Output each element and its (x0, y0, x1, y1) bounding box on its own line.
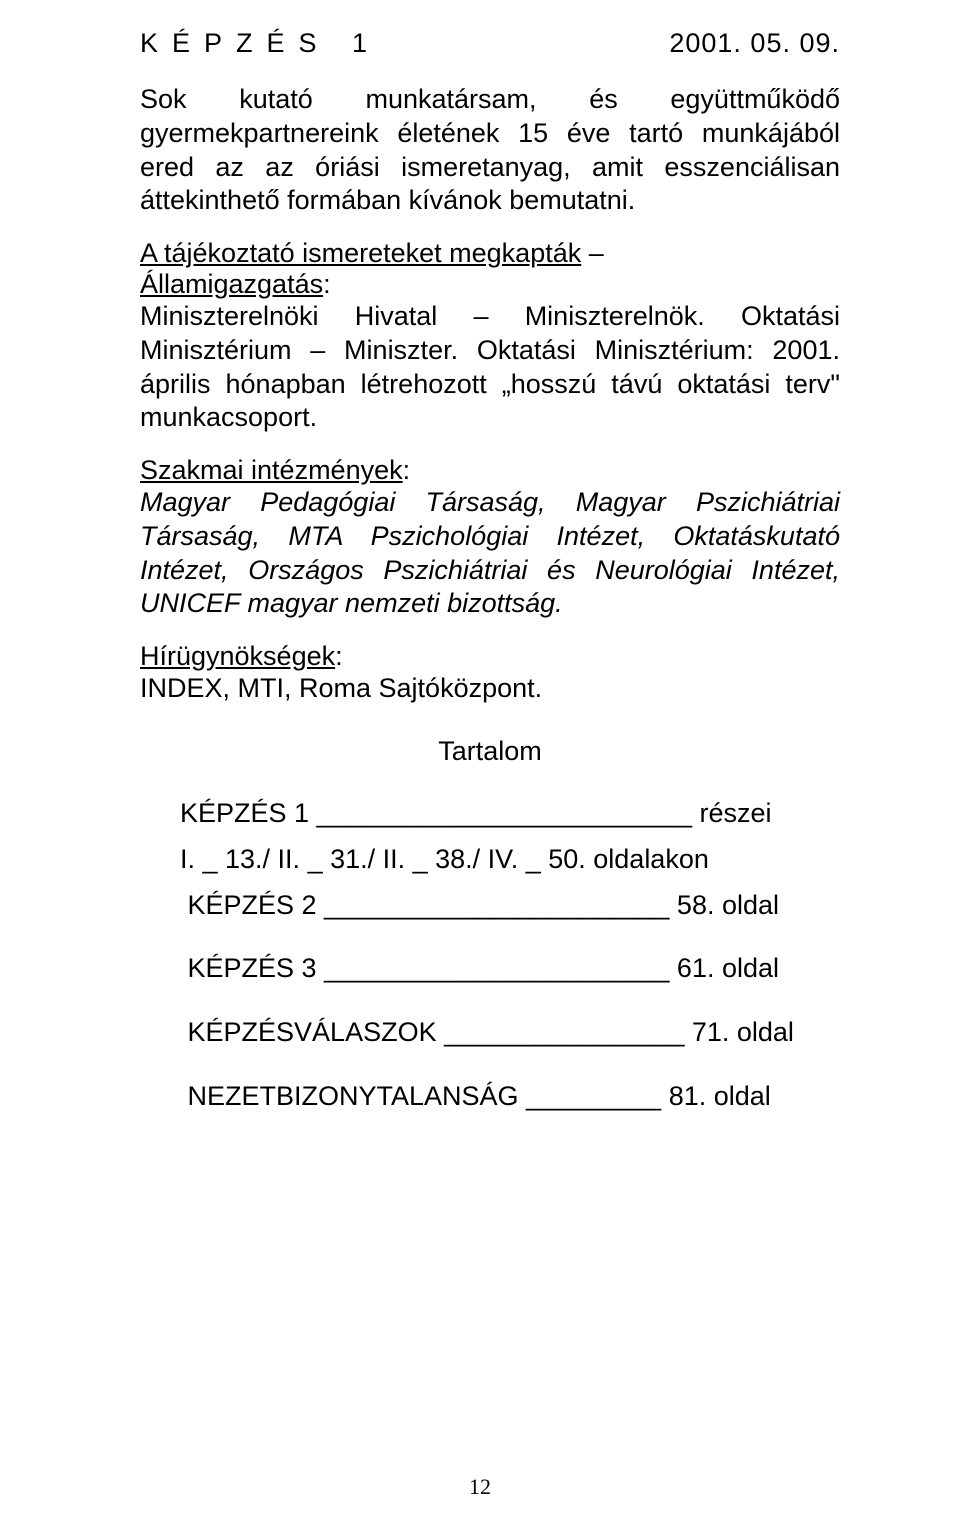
page-header: KÉPZÉS 1 2001. 05. 09. (140, 28, 840, 59)
toc-row: KÉPZÉS 3 _______________________ 61. old… (180, 946, 840, 992)
page-number: 12 (0, 1474, 960, 1500)
document-page: KÉPZÉS 1 2001. 05. 09. Sok kutató munkat… (0, 0, 960, 1528)
section-government: A tájékoztató ismereteket megkapták – Ál… (140, 238, 840, 435)
intro-paragraph: Sok kutató munkatársam, és együttműködő … (140, 83, 840, 218)
section-institutions: Szakmai intézmények: Magyar Pedagógiai T… (140, 455, 840, 621)
header-left: KÉPZÉS 1 (140, 28, 381, 59)
colon: : (335, 641, 343, 671)
toc-row: I. _ 13./ II. _ 31./ II. _ 38./ IV. _ 50… (180, 837, 840, 883)
table-of-contents: KÉPZÉS 1 _________________________ része… (140, 791, 840, 1120)
section-body: Magyar Pedagógiai Társaság, Magyar Pszic… (140, 486, 840, 621)
section-title: Szakmai intézmények (140, 455, 403, 485)
section-body: Miniszterelnöki Hivatal – Miniszterelnök… (140, 300, 840, 435)
toc-row: KÉPZÉS 2 _______________________ 58. old… (180, 883, 840, 929)
colon: : (323, 269, 331, 299)
toc-row: KÉPZÉSVÁLASZOK ________________ 71. olda… (180, 1010, 840, 1056)
section-body: INDEX, MTI, Roma Sajtóközpont. (140, 672, 840, 706)
toc-title: Tartalom (140, 736, 840, 767)
toc-row: KÉPZÉS 1 _________________________ része… (180, 791, 840, 837)
header-date: 2001. 05. 09. (669, 28, 840, 59)
colon: : (403, 455, 411, 485)
section-agencies: Hírügynökségek: INDEX, MTI, Roma Sajtókö… (140, 641, 840, 706)
section-title-dash: – (581, 238, 604, 268)
section-title: A tájékoztató ismereteket megkapták (140, 238, 581, 268)
section-subtitle: Államigazgatás (140, 269, 323, 299)
section-title: Hírügynökségek (140, 641, 335, 671)
toc-row: NEZETBIZONYTALANSÁG _________ 81. oldal (180, 1074, 840, 1120)
